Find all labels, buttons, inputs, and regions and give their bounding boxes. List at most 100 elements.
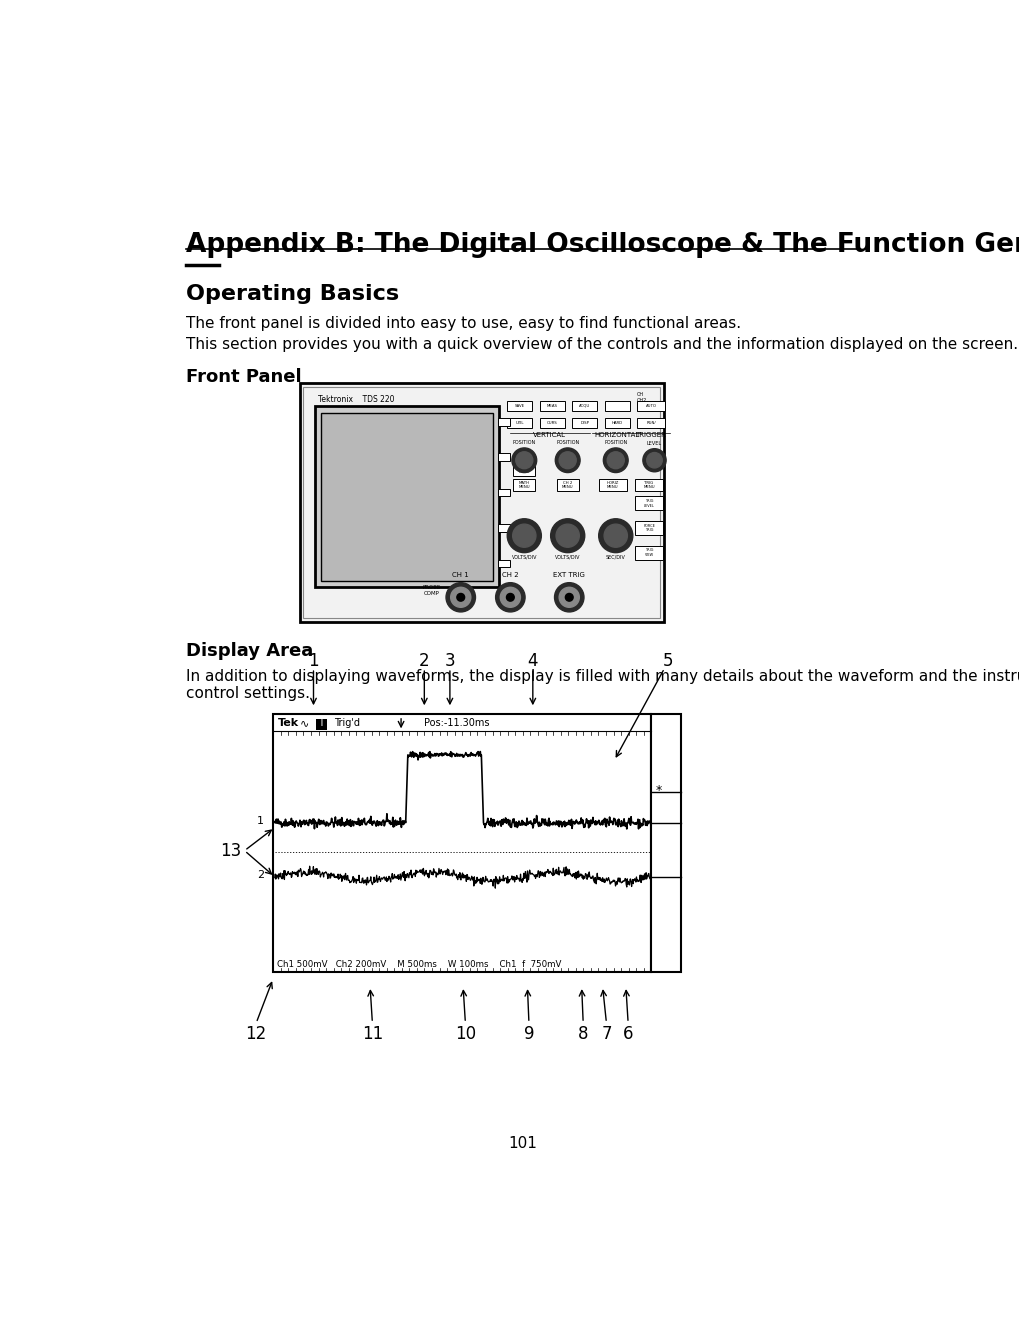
Text: VERTICAL: VERTICAL <box>533 432 566 438</box>
Text: In addition to displaying waveforms, the display is filled with many details abo: In addition to displaying waveforms, the… <box>185 669 1019 684</box>
Bar <box>637 418 664 428</box>
Text: 1: 1 <box>308 652 319 669</box>
Text: control settings.: control settings. <box>185 686 310 701</box>
Text: PROBE
COMP: PROBE COMP <box>422 585 440 595</box>
Text: Front Panel: Front Panel <box>185 368 301 385</box>
Text: EXT TRIG: EXT TRIG <box>552 572 585 578</box>
Text: CH
CH2: CH CH2 <box>636 392 646 404</box>
Bar <box>539 418 565 428</box>
Circle shape <box>554 447 580 473</box>
Text: POSITION: POSITION <box>513 440 535 445</box>
Text: 3: 3 <box>444 652 454 669</box>
Text: TRIG
MENU: TRIG MENU <box>643 480 654 490</box>
Circle shape <box>603 447 628 473</box>
Bar <box>506 418 532 428</box>
Text: 101: 101 <box>507 1137 537 1151</box>
Bar <box>635 521 662 535</box>
Circle shape <box>606 451 624 469</box>
Bar <box>572 401 596 411</box>
Bar <box>273 714 651 973</box>
Text: CH 2: CH 2 <box>501 572 518 578</box>
Circle shape <box>642 449 665 471</box>
Circle shape <box>550 519 584 553</box>
Text: HORIZ
MENU: HORIZ MENU <box>606 480 619 490</box>
Circle shape <box>516 451 532 469</box>
Bar <box>604 401 629 411</box>
Circle shape <box>457 594 465 601</box>
Text: ∿: ∿ <box>300 718 309 727</box>
Text: POSITION: POSITION <box>555 440 579 445</box>
Circle shape <box>506 519 541 553</box>
Text: VOLTS/DIV: VOLTS/DIV <box>554 554 580 560</box>
Bar <box>598 479 626 491</box>
Bar <box>497 418 510 425</box>
Circle shape <box>646 453 661 469</box>
Bar <box>572 418 596 428</box>
Text: MEAS: MEAS <box>546 404 557 408</box>
Text: Display Area: Display Area <box>185 642 313 660</box>
Bar <box>497 560 510 568</box>
Text: 8: 8 <box>578 1024 588 1043</box>
Bar <box>497 524 510 532</box>
Bar <box>513 463 535 475</box>
Text: The front panel is divided into easy to use, easy to find functional areas.: The front panel is divided into easy to … <box>185 317 740 331</box>
Text: T: T <box>318 718 324 727</box>
Bar <box>635 479 662 491</box>
Text: FORCE
TRIG: FORCE TRIG <box>643 524 654 532</box>
Text: SAVE: SAVE <box>514 404 524 408</box>
Bar <box>315 407 499 587</box>
Text: *: * <box>654 784 661 797</box>
Text: 2: 2 <box>257 870 264 880</box>
Text: Tektronix    TDS 220: Tektronix TDS 220 <box>318 395 394 404</box>
Text: TRIGGER: TRIGGER <box>635 432 665 438</box>
Bar <box>637 401 664 411</box>
Text: CH 1: CH 1 <box>452 572 469 578</box>
Text: 6: 6 <box>623 1024 633 1043</box>
Circle shape <box>513 524 535 548</box>
Text: 12: 12 <box>246 1024 267 1043</box>
Circle shape <box>554 582 584 612</box>
Bar <box>316 719 327 730</box>
Text: HORIZONTAL: HORIZONTAL <box>594 432 639 438</box>
Text: Appendix B: The Digital Oscilloscope & The Function Generator: Appendix B: The Digital Oscilloscope & T… <box>185 231 1019 257</box>
Bar <box>497 453 510 461</box>
Text: 2: 2 <box>419 652 429 669</box>
Text: CH 1
MENU: CH 1 MENU <box>518 465 530 474</box>
Text: 9: 9 <box>523 1024 534 1043</box>
Text: 11: 11 <box>362 1024 383 1043</box>
Bar <box>506 401 532 411</box>
Text: Tek: Tek <box>277 718 299 727</box>
Text: VOLTS/DIV: VOLTS/DIV <box>512 554 537 560</box>
Circle shape <box>445 582 475 612</box>
Text: CH 2
MENU: CH 2 MENU <box>561 480 573 490</box>
Text: LEVEL: LEVEL <box>646 441 661 446</box>
Text: Pos:-11.30ms: Pos:-11.30ms <box>424 718 489 727</box>
Bar <box>303 387 659 618</box>
Circle shape <box>565 594 573 601</box>
Text: MATH
MENU: MATH MENU <box>518 480 530 490</box>
Text: HARD: HARD <box>611 421 623 425</box>
Text: RUN/: RUN/ <box>646 421 655 425</box>
Circle shape <box>603 524 627 548</box>
Bar <box>635 545 662 560</box>
Bar <box>300 383 663 622</box>
Text: Operating Basics: Operating Basics <box>185 284 398 304</box>
Circle shape <box>598 519 632 553</box>
Circle shape <box>499 587 520 607</box>
Circle shape <box>555 524 579 548</box>
Bar <box>539 401 565 411</box>
Text: UTIL: UTIL <box>515 421 524 425</box>
Circle shape <box>558 587 579 607</box>
Text: 7: 7 <box>600 1024 611 1043</box>
Text: Ch1 500mV   Ch2 200mV    M 500ms    W 100ms    Ch1  f  750mV: Ch1 500mV Ch2 200mV M 500ms W 100ms Ch1 … <box>277 960 560 969</box>
Text: 13: 13 <box>220 842 240 859</box>
Bar <box>513 479 535 491</box>
Text: POSITION: POSITION <box>603 440 627 445</box>
Bar <box>604 418 629 428</box>
Circle shape <box>512 447 536 473</box>
Text: SEC/DIV: SEC/DIV <box>605 554 625 560</box>
Circle shape <box>558 451 576 469</box>
Text: 10: 10 <box>454 1024 476 1043</box>
Circle shape <box>506 594 514 601</box>
Text: 4: 4 <box>527 652 538 669</box>
